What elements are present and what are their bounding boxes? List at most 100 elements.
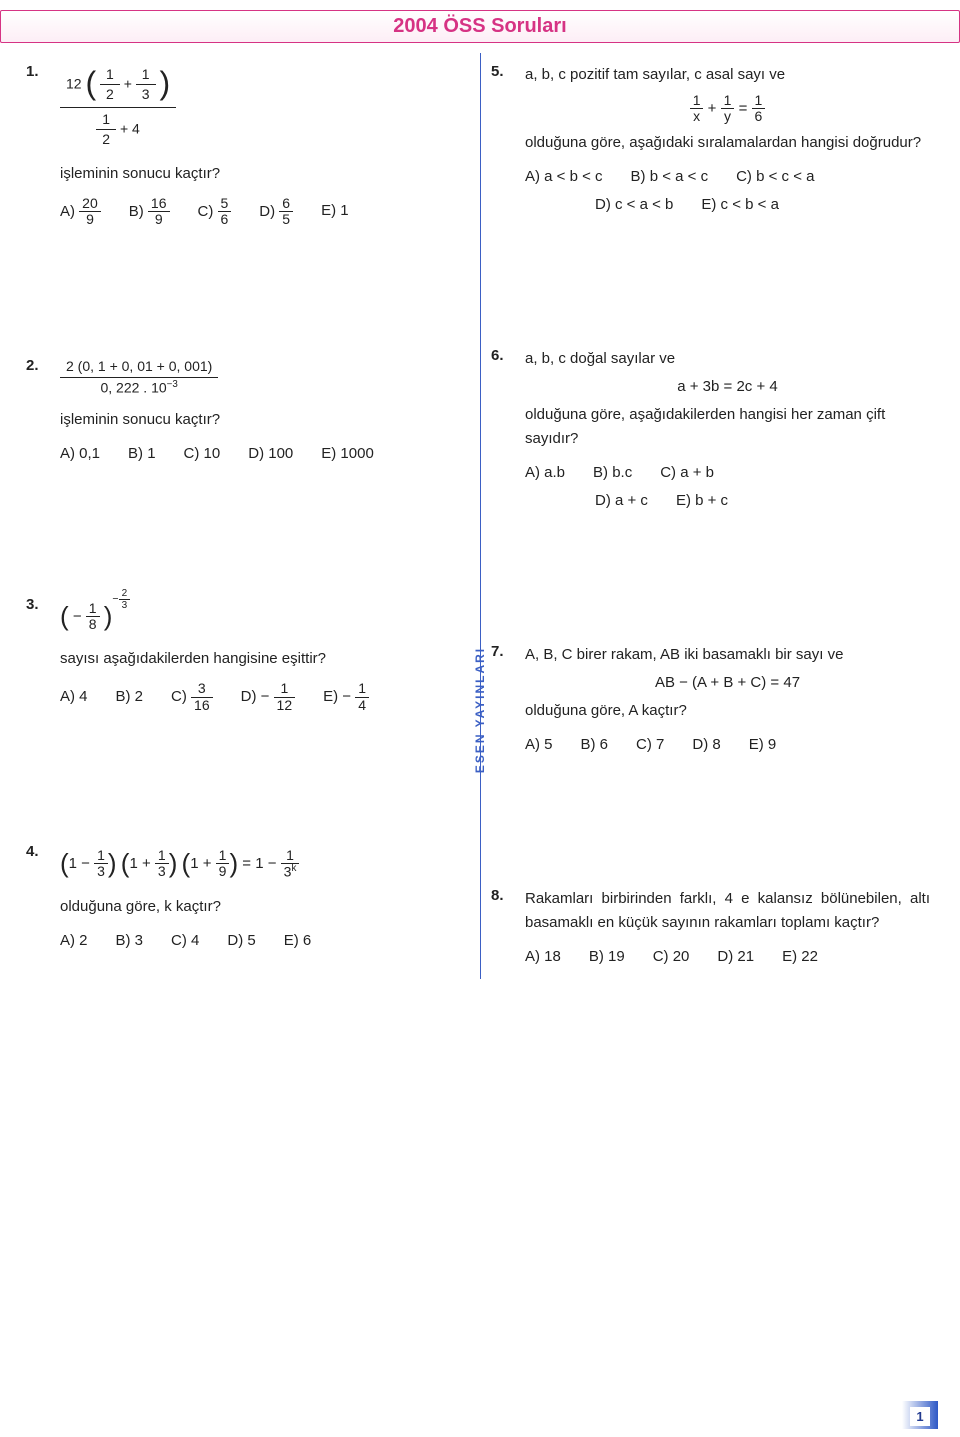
watermark-label: ESEN YAYINLARI [473,647,487,773]
question-number: 4. [26,843,39,860]
plus: + [124,76,132,92]
choices: A) a.b B) b.c C) a + b D) a + c E) b + c [525,461,930,513]
question-8: 8. Rakamları birbirinden farklı, 4 e kal… [525,887,930,969]
question-text: işleminin sonucu kaçtır? [60,162,465,186]
question-text: olduğuna göre, k kaçtır? [60,895,465,919]
choice-b: B) 19 [589,945,625,969]
choice-b: B) 3 [116,929,144,953]
question-body: a, b, c doğal sayılar ve a + 3b = 2c + 4… [525,347,930,513]
choice-e: E) − 14 [323,681,369,713]
choice-e: E) 9 [749,733,777,757]
question-line2: olduğuna göre, A kaçtır? [525,699,930,723]
choices: A) a < b < c B) b < a < c C) b < c < a D… [525,165,930,217]
choice-a: A) a < b < c [525,165,603,189]
columns: 1. 12 ( 12 + 13 ) [60,63,930,1009]
question-number: 7. [491,643,504,660]
choice-e: E) 1 [321,199,349,223]
question-1: 1. 12 ( 12 + 13 ) [60,63,465,227]
choice-a: A) 4 [60,685,88,709]
choices: A) 2 B) 3 C) 4 D) 5 E) 6 [60,929,465,953]
question-5: 5. a, b, c pozitif tam sayılar, c asal s… [525,63,930,217]
choice-a: A) 2 [60,929,88,953]
choice-c: C) 56 [198,196,232,228]
choice-d: D) 5 [227,929,255,953]
question-body: (1 − 13) (1 + 13) (1 + 19) = 1 − 13k old… [60,843,465,953]
question-body: 2 (0, 1 + 0, 01 + 0, 001) 0, 222 . 10−3 … [60,357,465,465]
plus4: + 4 [120,120,140,136]
question-line1: a, b, c doğal sayılar ve [525,347,930,371]
question-line1: a, b, c pozitif tam sayılar, c asal sayı… [525,63,930,87]
choice-d: D) a + c [595,489,648,513]
question-number: 2. [26,357,39,374]
left-column: 1. 12 ( 12 + 13 ) [60,63,465,1009]
choice-c: C) 4 [171,929,199,953]
question-line2: olduğuna göre, aşağıdakilerden hangisi h… [525,403,930,451]
page-title: 2004 ÖSS Soruları [393,15,566,37]
coef: 12 [66,76,82,92]
question-number: 6. [491,347,504,364]
choice-d: D) 100 [248,442,293,466]
choice-c: C) 10 [184,442,221,466]
choice-d: D) 21 [717,945,754,969]
question-number: 1. [26,63,39,80]
choice-d: D) − 112 [241,681,296,713]
column-divider [480,53,481,979]
choice-d: D) 8 [692,733,720,757]
equation: a + 3b = 2c + 4 [525,375,930,399]
question-body: A, B, C birer rakam, AB iki basamaklı bi… [525,643,930,757]
choices: A) 5 B) 6 C) 7 D) 8 E) 9 [525,733,930,757]
choice-e: E) 1000 [321,442,374,466]
question-2: 2. 2 (0, 1 + 0, 01 + 0, 001) 0, 222 . 10… [60,357,465,465]
choice-c: C) 316 [171,681,213,713]
choice-b: B) 169 [129,196,170,228]
question-3: 3. ( − 18 )−23 sayısı aşağıdakilerden ha… [60,596,465,713]
choices: A) 0,1 B) 1 C) 10 D) 100 E) 1000 [60,442,465,466]
choice-a: A) 5 [525,733,553,757]
choice-d: D) 65 [259,196,293,228]
question-body: ( − 18 )−23 sayısı aşağıdakilerden hangi… [60,596,465,713]
equation: AB − (A + B + C) = 47 [525,671,930,695]
question-number: 5. [491,63,504,80]
title-bar: 2004 ÖSS Soruları [0,10,960,43]
choice-b: B) b < a < c [631,165,709,189]
choice-c: C) 20 [653,945,690,969]
question-number: 8. [491,887,504,904]
question-text: işleminin sonucu kaçtır? [60,408,465,432]
choice-e: E) b + c [676,489,728,513]
choice-a: A) 0,1 [60,442,100,466]
question-4: 4. (1 − 13) (1 + 13) (1 + 19) = 1 − 13k … [60,843,465,953]
choice-c: C) b < c < a [736,165,814,189]
page-number: 1 [910,1407,929,1426]
question-text: Rakamları birbirinden farklı, 4 e kalans… [525,887,930,935]
question-number: 3. [26,596,39,613]
choice-a: A) 18 [525,945,561,969]
question-body: a, b, c pozitif tam sayılar, c asal sayı… [525,63,930,217]
question-text: sayısı aşağıdakilerden hangisine eşittir… [60,647,465,671]
main-fraction: 2 (0, 1 + 0, 01 + 0, 001) 0, 222 . 10−3 [60,357,218,397]
choice-c: C) 7 [636,733,664,757]
choice-c: C) a + b [660,461,714,485]
page-number-badge: 1 [902,1401,938,1429]
choice-d: D) c < a < b [595,193,673,217]
choice-b: B) 6 [581,733,609,757]
choice-b: B) 2 [116,685,144,709]
right-column: 5. a, b, c pozitif tam sayılar, c asal s… [525,63,930,1009]
question-6: 6. a, b, c doğal sayılar ve a + 3b = 2c … [525,347,930,513]
content: ESEN YAYINLARI 1. 12 ( 12 [0,43,960,1009]
choice-e: E) 22 [782,945,818,969]
choices: A) 4 B) 2 C) 316 D) − 112 E) − 14 [60,681,465,713]
choice-a: A) a.b [525,461,565,485]
question-body: 12 ( 12 + 13 ) 12 + 4 [60,63,465,227]
choices: A) 209 B) 169 C) 56 D) 65 E) 1 [60,196,465,228]
choices: A) 18 B) 19 C) 20 D) 21 E) 22 [525,945,930,969]
choice-a: A) 209 [60,196,101,228]
choice-b: B) 1 [128,442,156,466]
question-body: Rakamları birbirinden farklı, 4 e kalans… [525,887,930,969]
question-line1: A, B, C birer rakam, AB iki basamaklı bi… [525,643,930,667]
question-7: 7. A, B, C birer rakam, AB iki basamaklı… [525,643,930,757]
page: 2004 ÖSS Soruları ESEN YAYINLARI 1. 12 ( [0,10,960,1437]
choice-e: E) c < b < a [701,193,779,217]
question-line2: olduğuna göre, aşağıdaki sıralamalardan … [525,131,930,155]
main-fraction: 12 ( 12 + 13 ) 12 + 4 [60,63,176,152]
choice-b: B) b.c [593,461,632,485]
